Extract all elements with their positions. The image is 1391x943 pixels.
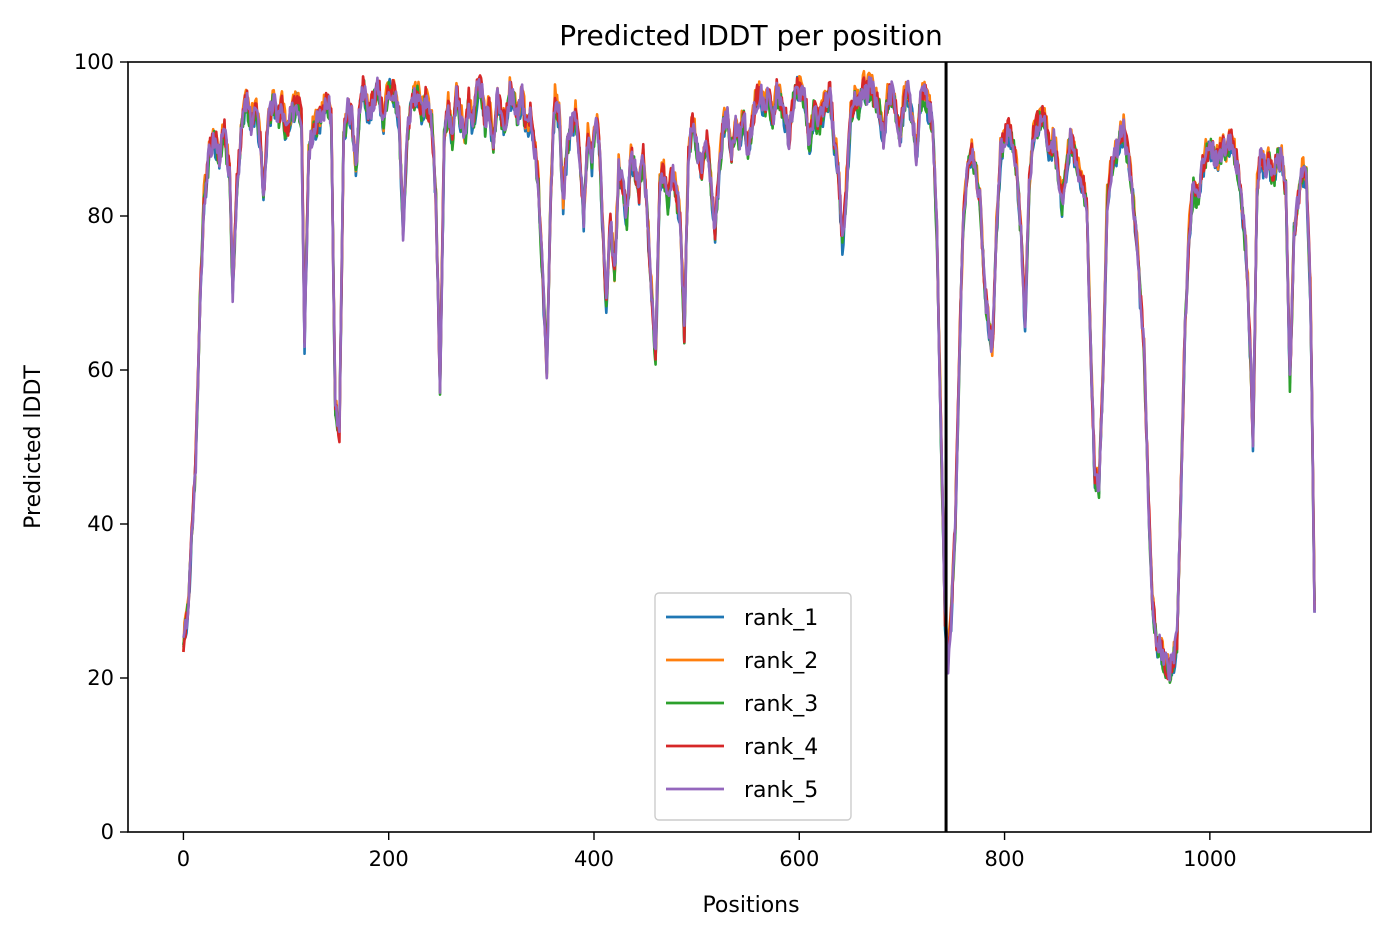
series-line-rank_5 bbox=[182, 75, 1316, 682]
y-ticks: 0 20 40 60 80 100 bbox=[74, 50, 128, 844]
x-axis-label: Positions bbox=[702, 893, 799, 918]
x-tick-label: 200 bbox=[369, 847, 409, 871]
y-tick-label: 0 bbox=[101, 820, 114, 844]
y-tick-label: 80 bbox=[87, 204, 114, 228]
y-tick-label: 40 bbox=[87, 512, 114, 536]
x-tick-label: 800 bbox=[985, 847, 1025, 871]
chart-title: Predicted lDDT per position bbox=[559, 19, 943, 52]
plot-frame bbox=[127, 61, 1372, 833]
x-ticks: 0 200 400 600 800 1000 bbox=[177, 832, 1237, 871]
y-axis-label: Predicted lDDT bbox=[21, 365, 46, 529]
x-tick-label: 1000 bbox=[1183, 847, 1236, 871]
y-tick-label: 20 bbox=[87, 666, 114, 690]
x-tick-label: 600 bbox=[779, 847, 819, 871]
x-tick-label: 400 bbox=[574, 847, 614, 871]
legend-label-rank_4: rank_4 bbox=[744, 735, 818, 760]
legend-label-rank_1: rank_1 bbox=[744, 606, 818, 631]
legend: rank_1 rank_2 rank_3 rank_4 rank_5 bbox=[654, 592, 852, 821]
y-tick-label: 100 bbox=[74, 50, 114, 74]
legend-label-rank_5: rank_5 bbox=[744, 778, 818, 803]
legend-label-rank_3: rank_3 bbox=[744, 692, 818, 717]
y-tick-label: 60 bbox=[87, 358, 114, 382]
legend-box bbox=[654, 592, 852, 821]
series-layer bbox=[182, 69, 1316, 684]
x-tick-label: 0 bbox=[177, 847, 190, 871]
legend-label-rank_2: rank_2 bbox=[744, 649, 818, 674]
